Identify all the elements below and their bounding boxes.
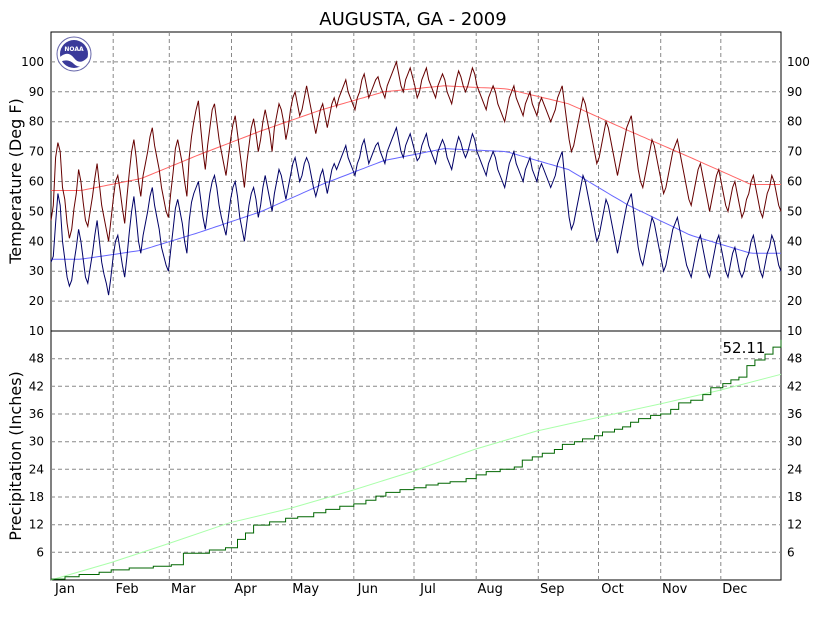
precipitation-tick-left: 36 [29, 407, 44, 421]
precipitation-tick-left: 24 [29, 462, 44, 476]
temperature-tick-right: 100 [787, 55, 810, 69]
precipitation-tick-labels: 6 6 12 12 18 18 24 24 30 30 36 36 42 42 48 48 [29, 352, 803, 560]
month-label-jun: Jun [357, 582, 378, 597]
temperature-tick-right: 10 [787, 324, 802, 338]
precipitation-normal-cumulative-line [50, 373, 782, 581]
temperature-tick-left: 90 [29, 85, 44, 99]
temperature-grid [51, 32, 781, 331]
temperature-series [50, 60, 782, 296]
precipitation-panel: 6 6 12 12 18 18 24 24 30 30 36 36 42 42 48 48 Precipita… [6, 330, 803, 581]
temperature-tick-left: 20 [29, 294, 44, 308]
temperature-normal-high-line [51, 85, 781, 191]
temperature-tick-right: 70 [787, 145, 802, 159]
precipitation-tick-right: 24 [787, 462, 802, 476]
temperature-tick-left: 70 [29, 145, 44, 159]
temperature-tick-left: 100 [21, 55, 44, 69]
month-label-dec: Dec [722, 582, 747, 597]
month-label-mar: Mar [171, 582, 196, 597]
precipitation-tick-right: 36 [787, 407, 802, 421]
temperature-tick-left: 10 [29, 324, 44, 338]
temperature-tick-left: 80 [29, 115, 44, 129]
precipitation-total-label: 52.11 [723, 339, 766, 357]
temperature-tick-right: 20 [787, 294, 802, 308]
temperature-tick-right: 90 [787, 85, 802, 99]
precipitation-tick-right: 6 [787, 545, 795, 559]
precipitation-tick-right: 42 [787, 379, 802, 393]
temperature-tick-left: 30 [29, 264, 44, 278]
precipitation-axis-label: Precipitation (Inches) [6, 371, 25, 541]
temperature-panel: 10 10 20 20 30 30 40 40 50 50 60 60 70 70 80 80 90 90 100 1… [6, 31, 810, 338]
precipitation-tick-left: 42 [29, 379, 44, 393]
precipitation-tick-right: 18 [787, 490, 802, 504]
noaa-logo-text: NOAA [64, 46, 84, 53]
month-label-may: May [292, 582, 319, 597]
temperature-tick-left: 50 [29, 204, 44, 218]
precipitation-tick-left: 18 [29, 490, 44, 504]
precipitation-grid [51, 331, 781, 580]
temperature-daily-low-line [50, 125, 782, 296]
month-label-jul: Jul [419, 582, 436, 597]
precipitation-tick-left: 12 [29, 518, 44, 532]
temperature-tick-right: 30 [787, 264, 802, 278]
month-axis-labels: Jan Feb Mar Apr May Jun Jul Aug Sep Oct Nov Dec [54, 582, 747, 597]
precipitation-tick-right: 48 [787, 352, 802, 366]
precipitation-tick-left: 6 [36, 545, 44, 559]
month-label-nov: Nov [662, 582, 688, 597]
temperature-axis-label: Temperature (Deg F) [6, 98, 25, 265]
temperature-daily-high-line [50, 60, 782, 242]
month-label-aug: Aug [478, 582, 503, 597]
precipitation-cumulative-2009-line [51, 339, 782, 580]
precipitation-tick-right: 30 [787, 435, 802, 449]
temperature-tick-labels: 10 10 20 20 30 30 40 40 50 50 60 60 70 70 80 80 90 90 100 1… [21, 55, 810, 338]
temperature-tick-right: 40 [787, 234, 802, 248]
month-label-apr: Apr [234, 582, 257, 597]
month-label-sep: Sep [540, 582, 565, 597]
precipitation-series [50, 339, 782, 581]
temperature-tick-right: 60 [787, 175, 802, 189]
chart-title: AUGUSTA, GA - 2009 [319, 9, 506, 30]
precipitation-tick-left: 30 [29, 435, 44, 449]
month-label-oct: Oct [601, 582, 623, 597]
noaa-logo: NOAA [56, 36, 92, 72]
month-label-feb: Feb [116, 582, 139, 597]
temperature-tick-right: 50 [787, 204, 802, 218]
precipitation-plot-frame [50, 330, 782, 581]
precipitation-tick-left: 48 [29, 352, 44, 366]
temperature-tick-right: 80 [787, 115, 802, 129]
month-label-jan: Jan [54, 582, 75, 597]
precipitation-tick-right: 12 [787, 518, 802, 532]
temperature-tick-left: 60 [29, 175, 44, 189]
temperature-tick-left: 40 [29, 234, 44, 248]
